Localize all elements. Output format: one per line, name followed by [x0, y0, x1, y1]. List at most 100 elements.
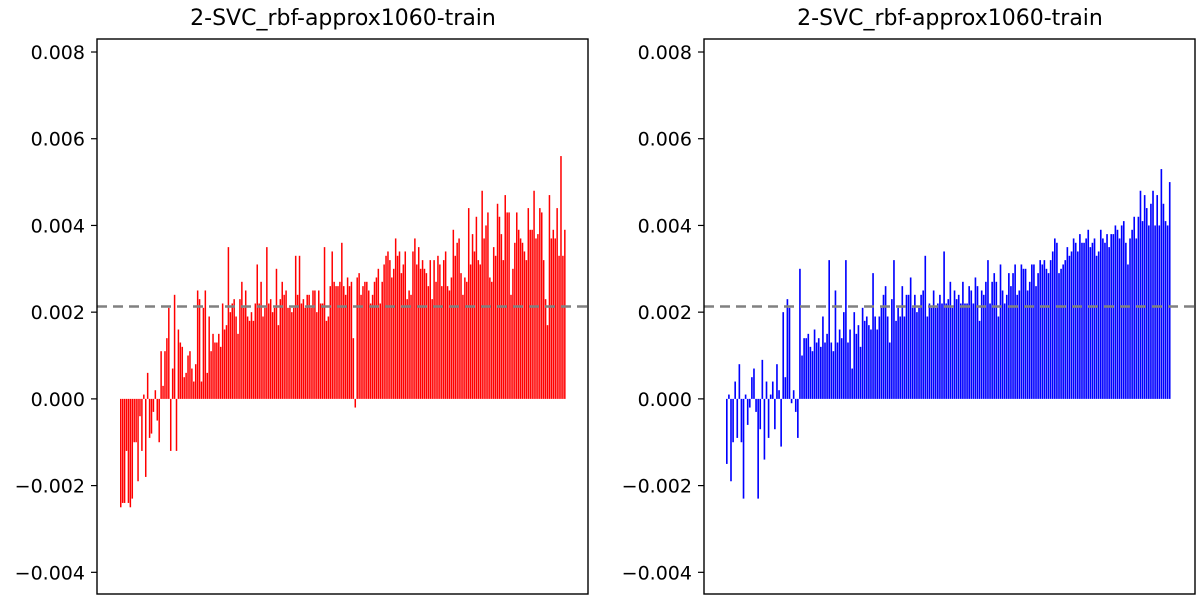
- left-bar: [512, 268, 514, 399]
- left-bar: [135, 398, 137, 443]
- left-chart-panel: 2-SVC_rbf-approx1060-train 0.0080.0060.0…: [15, 6, 589, 595]
- right-bar: [880, 307, 883, 399]
- left-bar: [525, 260, 528, 399]
- right-bar: [876, 329, 879, 399]
- right-bar: [836, 342, 839, 399]
- left-bar: [548, 195, 551, 399]
- right-bar: [784, 377, 787, 399]
- left-bar: [398, 251, 401, 399]
- left-bar: [325, 320, 328, 399]
- left-bar: [429, 260, 432, 399]
- right-bar: [1010, 286, 1012, 399]
- left-bar: [544, 299, 547, 399]
- left-bar: [312, 290, 314, 399]
- left-bar: [229, 312, 232, 399]
- left-bar: [454, 255, 456, 399]
- right-bar-series: [726, 169, 1171, 499]
- right-bar: [1008, 273, 1010, 399]
- right-bar: [947, 299, 950, 399]
- left-bar: [318, 290, 320, 399]
- right-bar: [740, 398, 743, 443]
- left-bar: [327, 316, 330, 399]
- left-bar: [283, 294, 285, 399]
- left-bar: [308, 294, 310, 399]
- left-bar: [366, 281, 368, 399]
- right-bar: [824, 342, 826, 399]
- left-bar: [233, 299, 235, 399]
- left-bar: [400, 273, 403, 399]
- left-bar: [302, 299, 305, 399]
- right-bar: [1012, 273, 1014, 399]
- right-bar: [991, 281, 993, 399]
- right-bar: [874, 316, 876, 399]
- left-bar: [442, 260, 445, 399]
- left-bar: [352, 338, 355, 399]
- left-bar: [479, 264, 481, 399]
- right-bar: [1141, 221, 1144, 399]
- right-bar: [786, 299, 789, 399]
- left-bar: [227, 247, 230, 399]
- left-bar: [181, 346, 184, 399]
- right-bar: [1026, 290, 1029, 399]
- left-bar: [214, 342, 216, 399]
- left-bar: [379, 303, 382, 399]
- left-bar: [531, 229, 533, 399]
- left-bar: [231, 303, 233, 399]
- left-bar: [243, 307, 245, 399]
- left-y-axis: 0.008 0.006 0.004 0.002 0.000 −0.002 −0.004: [15, 42, 97, 584]
- right-bar: [1116, 229, 1119, 399]
- left-bar: [154, 390, 157, 399]
- right-bar: [970, 290, 973, 399]
- left-bar: [344, 294, 347, 399]
- right-bar: [959, 303, 962, 399]
- right-bar: [778, 390, 780, 399]
- right-bar: [865, 316, 868, 399]
- left-bar: [496, 203, 499, 399]
- right-bar: [1099, 229, 1102, 399]
- left-bar: [508, 212, 510, 399]
- left-bar: [396, 255, 399, 399]
- left-bar: [425, 273, 428, 399]
- left-bar: [521, 242, 524, 399]
- right-bar: [1118, 238, 1121, 399]
- left-bar: [175, 398, 178, 451]
- right-bar: [1024, 268, 1027, 399]
- right-bar: [744, 394, 747, 399]
- right-bar: [1043, 260, 1046, 399]
- right-bar: [897, 307, 899, 399]
- right-bar: [1097, 251, 1100, 399]
- right-bar: [801, 355, 803, 399]
- left-bar: [517, 229, 520, 399]
- left-bar: [427, 286, 430, 399]
- right-bar: [1081, 242, 1083, 399]
- right-bar: [734, 381, 736, 399]
- left-bar: [377, 268, 380, 399]
- left-bar: [168, 307, 170, 399]
- left-bar: [264, 307, 266, 399]
- right-bar: [922, 290, 925, 399]
- right-bar: [1049, 260, 1052, 399]
- left-bar: [556, 208, 558, 399]
- right-bar: [930, 307, 933, 399]
- left-bar: [198, 299, 201, 399]
- left-bar: [141, 398, 143, 451]
- right-bar: [1110, 234, 1113, 399]
- right-bar: [843, 312, 845, 399]
- left-bar: [310, 307, 312, 399]
- left-bar: [417, 247, 420, 399]
- right-bar: [888, 342, 891, 399]
- right-bar: [949, 281, 952, 399]
- right-bar: [834, 290, 837, 399]
- left-plot-frame: [96, 38, 589, 595]
- left-bar: [402, 264, 405, 399]
- left-bar: [477, 260, 480, 399]
- right-bar: [1062, 264, 1064, 399]
- left-bar: [412, 251, 414, 399]
- left-bar: [221, 303, 224, 399]
- left-chart-title: 2-SVC_rbf-approx1060-train: [190, 6, 496, 31]
- left-bar: [373, 281, 376, 399]
- right-bar: [809, 346, 812, 399]
- left-bar: [491, 281, 493, 399]
- left-bar: [160, 351, 162, 399]
- left-bar: [535, 238, 537, 399]
